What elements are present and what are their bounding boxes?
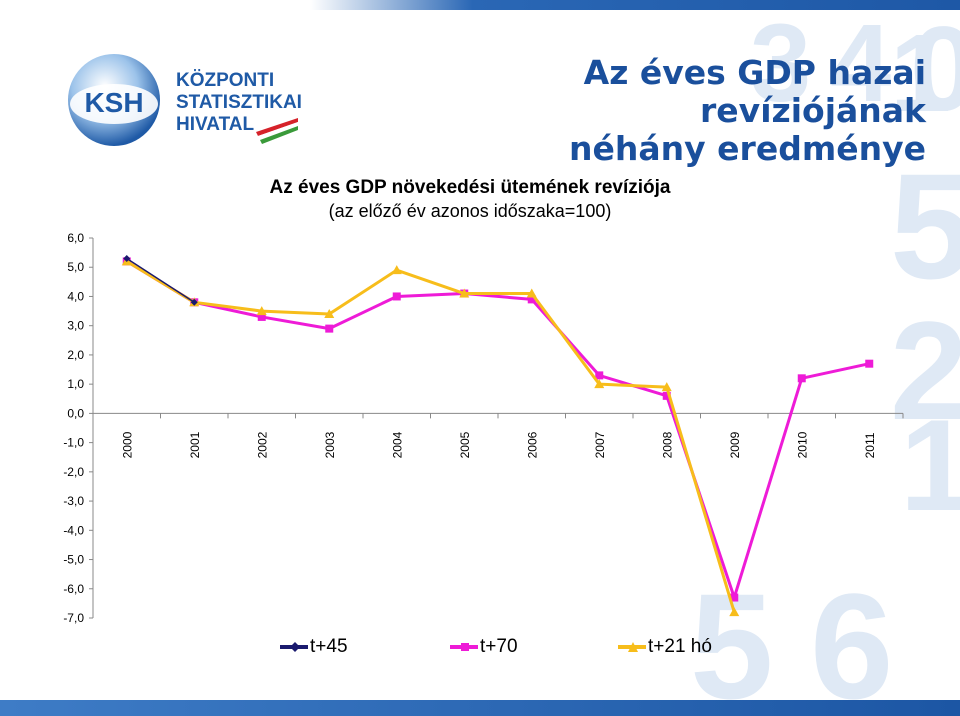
y-tick-label: -2,0 [63, 465, 84, 479]
x-tick-label: 2000 [121, 431, 135, 458]
y-tick-label: -1,0 [63, 436, 84, 450]
chart-subtitle: (az előző év azonos időszaka=100) [328, 201, 612, 221]
y-tick-label: -7,0 [63, 611, 84, 625]
x-tick-label: 2008 [661, 431, 675, 458]
data-point-triangle [729, 607, 740, 617]
y-tick-label: -3,0 [63, 494, 84, 508]
logo-line3: HIVATAL [176, 114, 254, 135]
legend-item-t45: t+45 [280, 634, 348, 660]
data-point-square [527, 295, 536, 304]
y-tick-label: 1,0 [67, 377, 84, 391]
x-tick-label: 2004 [391, 431, 405, 458]
y-tick-label: 5,0 [67, 260, 84, 274]
data-point-triangle [256, 306, 267, 316]
page-title-line1: Az éves GDP hazai revíziójának [583, 53, 926, 130]
series-t-21-h- [121, 256, 740, 617]
data-point-square [662, 391, 671, 400]
legend-item-t70: t+70 [450, 634, 518, 660]
logo-line1: KÖZPONTI [176, 70, 274, 91]
series-line [125, 260, 870, 600]
data-point-triangle [594, 379, 605, 389]
triangle-marker-icon [628, 642, 638, 652]
data-point-square [392, 292, 401, 301]
x-tick-label: 2011 [863, 432, 877, 458]
y-tick-label: -6,0 [63, 582, 84, 596]
data-point-square [730, 593, 739, 602]
series-t-45 [123, 254, 198, 306]
x-tick-label: 2006 [526, 431, 540, 458]
series-line [125, 260, 736, 613]
y-tick-label: 0,0 [67, 406, 84, 420]
data-point-triangle [324, 309, 335, 318]
data-point-triangle [661, 382, 672, 392]
data-point-triangle [459, 288, 470, 298]
data-point-diamond [190, 298, 198, 306]
x-tick-label: 2005 [458, 431, 472, 458]
flag-stripe-red [256, 118, 298, 136]
data-point-square [325, 324, 334, 333]
x-tick-label: 2002 [256, 431, 270, 458]
data-point-triangle [526, 288, 537, 298]
data-point-diamond [123, 254, 131, 262]
y-tick-label: 4,0 [67, 289, 84, 303]
legend-swatch-t21 [618, 642, 646, 652]
chart-legend: t+45 t+70 t+21 hó [280, 634, 760, 660]
legend-label-t70: t+70 [480, 636, 518, 657]
chart-title: Az éves GDP növekedési ütemének revíziój… [269, 177, 671, 198]
legend-label-t45: t+45 [310, 636, 348, 657]
gdp-revision-line-chart: 6,0 5,0 4,0 3,0 2,0 1,0 0,0 -1,0 -2,0 -3,0 -4,0 -5,… [63, 231, 904, 625]
legend-swatch-t70 [450, 643, 478, 651]
x-tick-label: 2001 [188, 431, 202, 458]
data-point-triangle [391, 265, 402, 275]
y-tick-label: -4,0 [63, 523, 84, 537]
page-title: Az éves GDP hazai revíziójának néhány er… [366, 54, 926, 168]
flag-stripe-green [260, 126, 298, 144]
logo-abbr: KSH [84, 87, 143, 118]
legend-label-t21: t+21 hó [648, 636, 712, 657]
x-tick-label: 2010 [796, 431, 810, 458]
flag-stripe-white [258, 122, 298, 140]
chart-title-block: Az éves GDP növekedési ütemének revíziój… [180, 176, 760, 222]
data-point-square [865, 359, 874, 368]
legend-item-t21: t+21 hó [618, 634, 712, 660]
series-line [126, 257, 195, 303]
legend-swatch-t45 [280, 642, 308, 652]
y-tick-label: 2,0 [67, 348, 84, 362]
x-tick-label: 2003 [323, 431, 337, 458]
ksh-logo-graphic: KSH KÖZPONTI STATISZTIKAI HIVATAL [68, 54, 302, 146]
data-point-square [595, 371, 604, 380]
bottom-accent-bar [0, 700, 960, 716]
y-tick-label: -5,0 [63, 553, 84, 567]
diamond-marker-icon [290, 642, 300, 652]
ksh-logo: KSH KÖZPONTI STATISZTIKAI HIVATAL [66, 52, 306, 152]
page-title-line2: néhány eredménye [569, 129, 926, 168]
x-tick-label: 2007 [593, 431, 607, 458]
y-tick-label: 6,0 [67, 231, 84, 245]
x-tick-label: 2009 [728, 431, 742, 458]
top-accent-bar [310, 0, 960, 10]
square-marker-icon [461, 643, 469, 651]
logo-line2: STATISZTIKAI [176, 92, 302, 113]
y-tick-label: 3,0 [67, 319, 84, 333]
data-point-square [797, 374, 806, 383]
data-point-square [257, 312, 266, 321]
